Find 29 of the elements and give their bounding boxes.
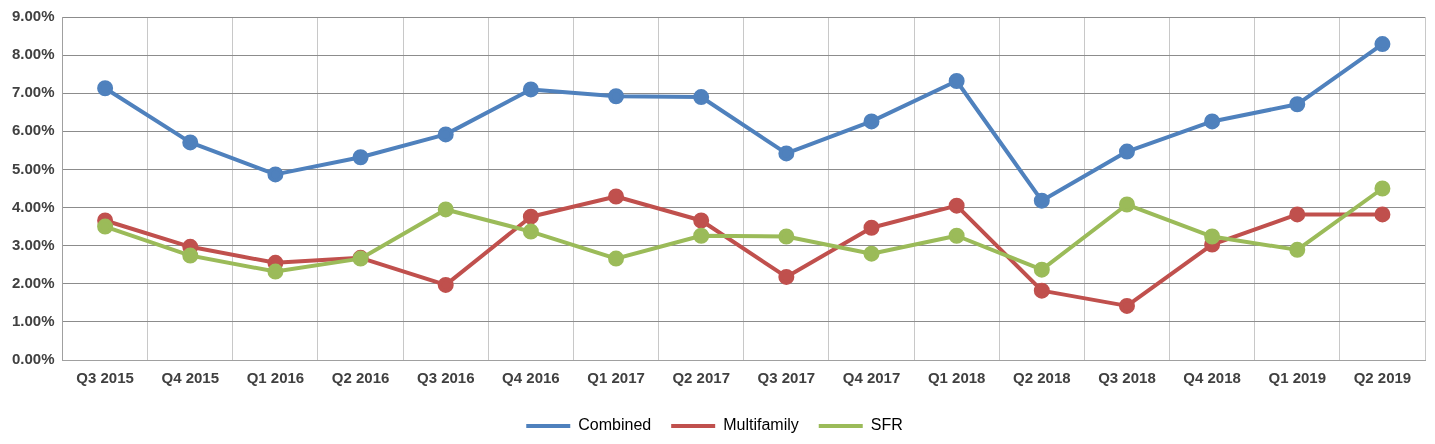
x-tick-label: Q1 2016 bbox=[246, 369, 305, 387]
y-tick-label: 5.00% bbox=[11, 159, 55, 177]
x-tick-label: Q4 2015 bbox=[161, 369, 220, 387]
y-tick-label: 2.00% bbox=[11, 273, 55, 291]
x-tick-label: Q3 2017 bbox=[757, 369, 816, 387]
legend-label: Multifamily bbox=[723, 416, 799, 434]
legend-label: Combined bbox=[578, 416, 652, 434]
x-tick-label: Q2 2016 bbox=[331, 369, 390, 387]
x-tick-label: Q3 2016 bbox=[416, 369, 475, 387]
y-tick-label: 1.00% bbox=[11, 312, 55, 330]
x-tick-label: Q4 2016 bbox=[502, 369, 560, 387]
x-tick-label: Q3 2015 bbox=[76, 369, 134, 387]
y-tick-label: 9.00% bbox=[11, 7, 55, 25]
y-tick-label: 6.00% bbox=[11, 121, 55, 139]
y-tick-label: 4.00% bbox=[11, 197, 55, 215]
x-tick-label: Q1 2017 bbox=[587, 369, 645, 387]
x-tick-label: Q2 2018 bbox=[1013, 369, 1071, 387]
legend-label: SFR bbox=[870, 416, 903, 434]
x-tick-label: Q4 2018 bbox=[1183, 369, 1241, 387]
x-tick-label: Q1 2018 bbox=[927, 369, 986, 387]
y-tick-label: 7.00% bbox=[11, 83, 55, 101]
y-tick-label: 0.00% bbox=[11, 350, 55, 368]
y-tick-label: 8.00% bbox=[11, 45, 55, 63]
x-tick-label: Q4 2017 bbox=[842, 369, 901, 387]
x-tick-label: Q3 2018 bbox=[1098, 369, 1156, 387]
x-tick-label: Q1 2019 bbox=[1268, 369, 1327, 387]
y-tick-label: 3.00% bbox=[11, 235, 55, 253]
x-tick-label: Q2 2019 bbox=[1353, 369, 1412, 387]
x-tick-label: Q2 2017 bbox=[672, 369, 730, 387]
